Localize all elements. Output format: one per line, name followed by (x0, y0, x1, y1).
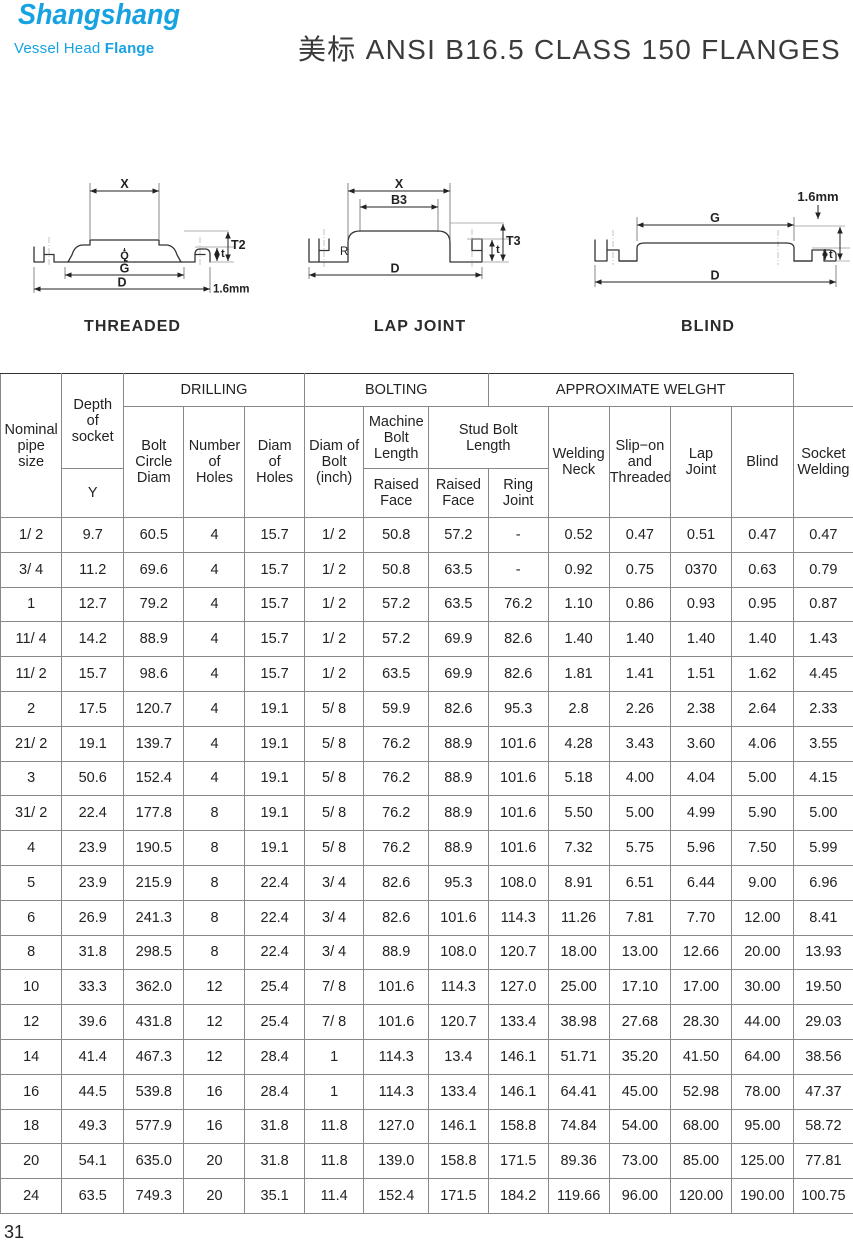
svg-text:X: X (120, 177, 129, 191)
svg-text:Q: Q (120, 250, 129, 262)
svg-text:D: D (710, 269, 719, 283)
svg-text:D: D (390, 262, 399, 276)
svg-text:X: X (395, 177, 404, 191)
svg-text:t: t (496, 244, 500, 256)
svg-text:t: t (221, 248, 225, 260)
svg-text:R: R (340, 246, 348, 258)
svg-text:T3: T3 (506, 234, 521, 248)
svg-text:1.6mm: 1.6mm (213, 284, 249, 296)
svg-text:1.6mm: 1.6mm (797, 189, 838, 204)
svg-text:D: D (117, 276, 126, 290)
svg-text:G: G (710, 211, 720, 225)
svg-text:t: t (829, 249, 833, 261)
svg-text:B3: B3 (391, 193, 407, 207)
svg-text:T2: T2 (231, 238, 246, 252)
svg-text:G: G (120, 262, 130, 276)
